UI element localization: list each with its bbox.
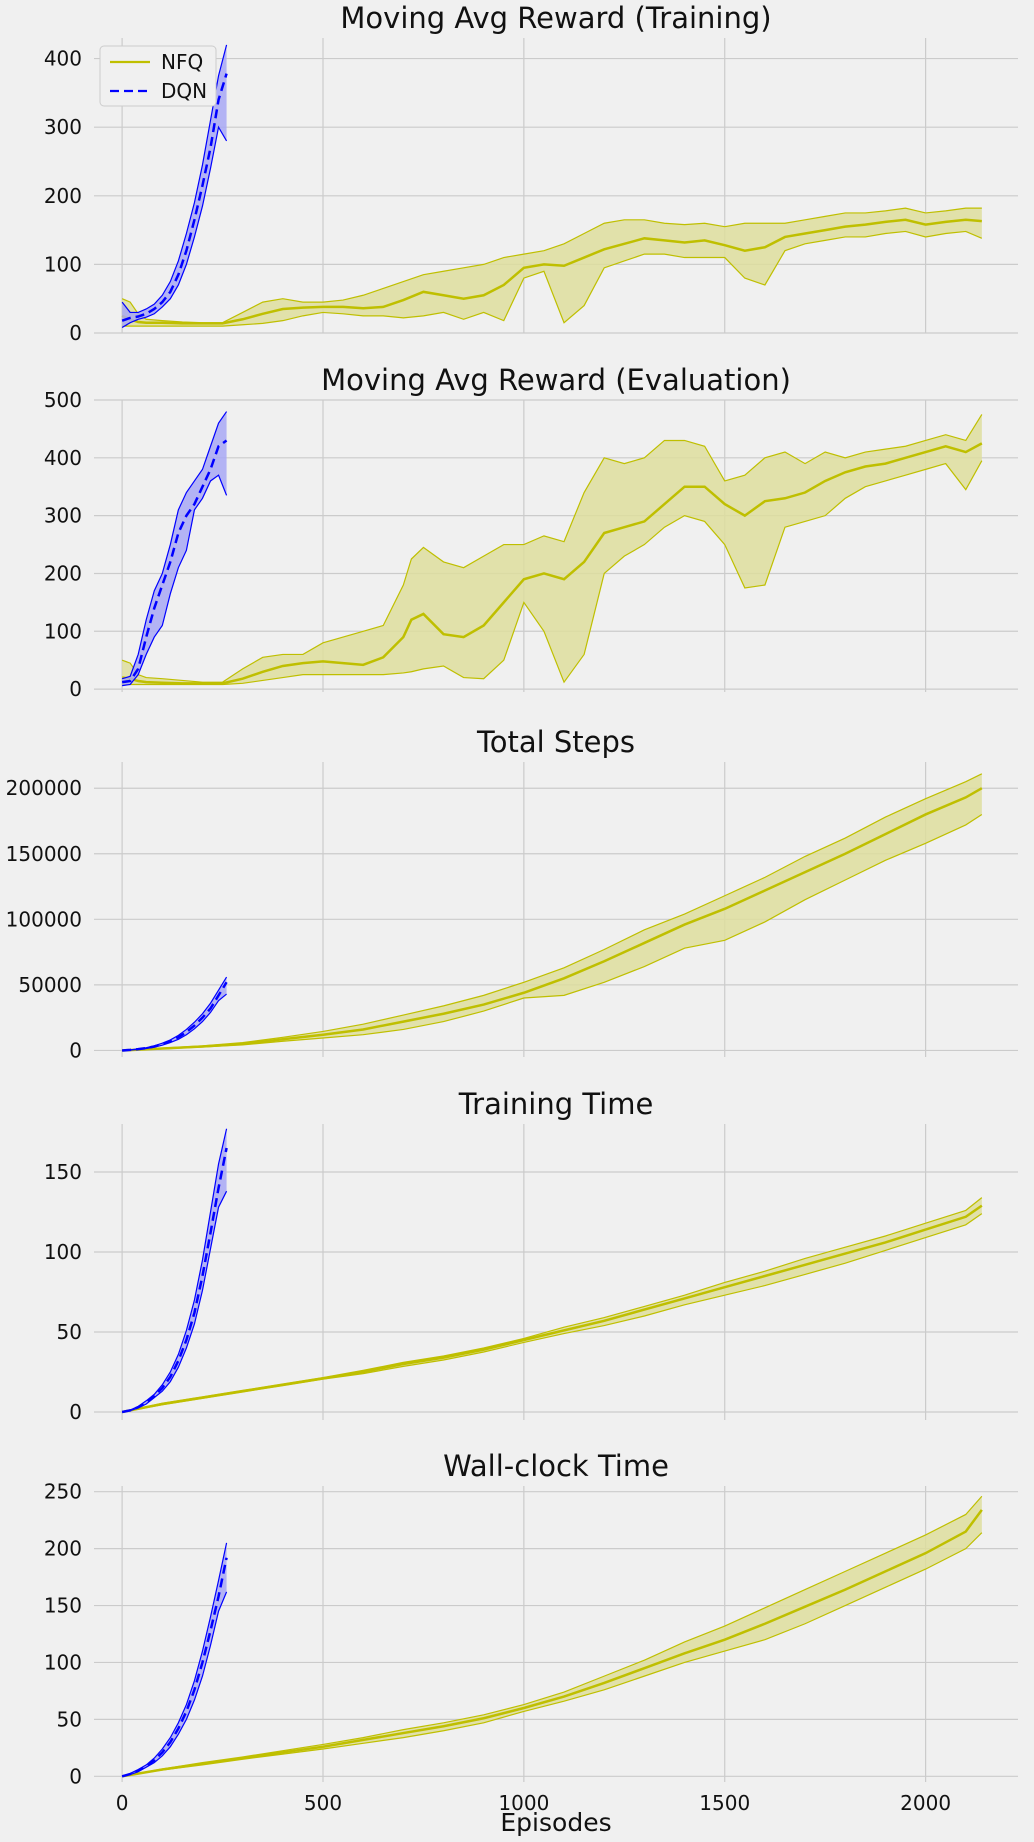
subplot-5: 0 50 100 150 200 250 0 500 1000 1500 2000 Wall-cloc… — [44, 1449, 1018, 1815]
y-tick-label: 100000 — [6, 907, 82, 931]
y-tick-label: 200 — [44, 1537, 82, 1561]
nfq-band — [122, 414, 982, 685]
y-tick-label: 0 — [69, 1764, 82, 1788]
dqn-band — [122, 1542, 227, 1777]
subplot-title: Training Time — [458, 1087, 654, 1121]
dqn-band — [122, 1128, 227, 1412]
y-tick-label: 0 — [69, 321, 82, 345]
y-tick-label: 300 — [44, 115, 82, 139]
nfq-upper-line — [122, 1495, 983, 1777]
y-tick-label: 400 — [44, 47, 82, 71]
y-tick-label: 200000 — [6, 776, 82, 800]
y-tick-label: 50000 — [18, 973, 82, 997]
y-tick-label: 150 — [44, 1160, 82, 1184]
dqn-upper-line — [121, 411, 228, 680]
x-tick-label: 1500 — [699, 1791, 750, 1815]
subplot-1: 0 100 200 300 400 Moving Avg Reward (Training… — [44, 1, 1018, 345]
subplot-title: Total Steps — [476, 725, 635, 759]
y-tick-label: 50 — [57, 1707, 82, 1731]
subplot-title: Moving Avg Reward (Evaluation) — [321, 363, 791, 397]
x-tick-label: 500 — [304, 1791, 342, 1815]
nfq-band — [122, 773, 982, 1051]
dqn-mean-line — [121, 73, 228, 322]
nfq-mean-line — [122, 787, 983, 1052]
y-tick-label: 150 — [44, 1594, 82, 1618]
dqn-upper-line — [121, 44, 228, 314]
y-tick-label: 500 — [44, 388, 82, 412]
nfq-mean-line — [121, 218, 982, 325]
y-tick-label: 0 — [69, 1038, 82, 1062]
dqn-mean-line — [121, 1147, 228, 1414]
nfq-lower-line — [122, 230, 983, 327]
y-tick-label: 150000 — [6, 842, 82, 866]
nfq-lower-line — [122, 1532, 983, 1777]
y-tick-label: 400 — [44, 446, 82, 470]
nfq-mean-line — [121, 1509, 983, 1778]
y-tick-label: 100 — [44, 619, 82, 643]
y-tick-label: 250 — [44, 1480, 82, 1504]
dqn-mean-line — [121, 439, 228, 684]
subplots: 0 100 200 300 400 Moving Avg Reward (Training… — [6, 1, 1018, 1815]
legend-label-dqn: DQN — [161, 79, 207, 103]
y-tick-label: 0 — [69, 1400, 82, 1424]
y-tick-label: 100 — [44, 1650, 82, 1674]
nfq-band — [122, 208, 982, 327]
nfq-upper-line — [121, 414, 983, 683]
y-tick-label: 50 — [57, 1320, 82, 1344]
nfq-lower-line — [122, 813, 983, 1052]
dqn-band — [122, 977, 227, 1051]
subplot-3: 0 50000 100000 150000 200000 Total Steps — [6, 725, 1018, 1062]
legend-label-nfq: NFQ — [161, 50, 203, 74]
y-tick-label: 300 — [44, 504, 82, 528]
dqn-lower-line — [122, 474, 228, 687]
dqn-band — [122, 44, 227, 328]
y-tick-label: 100 — [44, 1240, 82, 1264]
subplot-4: 0 50 100 150 Training Time — [44, 1087, 1018, 1424]
legend: NFQ DQN — [99, 45, 217, 107]
x-tick-label: 0 — [116, 1791, 129, 1815]
x-axis-label: Episodes — [500, 1808, 611, 1837]
nfq-upper-line — [121, 207, 982, 324]
subplot-title: Moving Avg Reward (Training) — [340, 1, 771, 35]
y-tick-label: 100 — [44, 252, 82, 276]
nfq-mean-line — [121, 442, 983, 685]
y-tick-label: 0 — [69, 677, 82, 701]
nfq-lower-line — [122, 460, 983, 686]
nfq-upper-line — [122, 773, 983, 1052]
nfq-mean-line — [121, 1204, 983, 1414]
subplot-2: 0 100 200 300 400 500 Moving Avg Reward (Evalu… — [44, 363, 1018, 701]
dqn-mean-line — [122, 981, 228, 1052]
dqn-mean-line — [121, 1557, 228, 1778]
y-tick-label: 200 — [44, 561, 82, 585]
x-tick-label: 2000 — [900, 1791, 951, 1815]
y-tick-label: 200 — [44, 184, 82, 208]
dqn-lower-line — [121, 125, 228, 329]
x-tick-label: 1000 — [498, 1791, 549, 1815]
subplot-title: Wall-clock Time — [443, 1449, 669, 1483]
